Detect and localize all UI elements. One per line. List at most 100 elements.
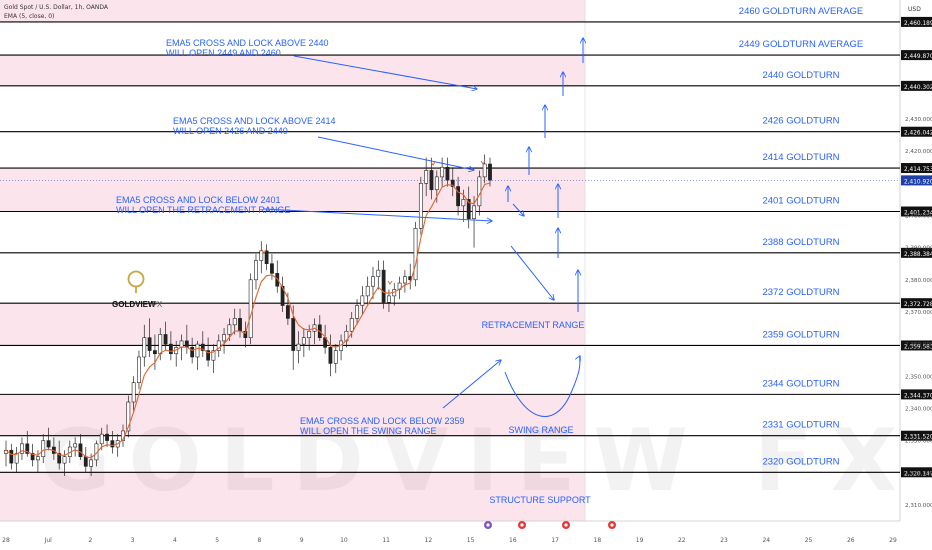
candle-body bbox=[163, 334, 168, 345]
price-badge-bg bbox=[901, 16, 932, 27]
candle-68 bbox=[365, 276, 370, 306]
price-badge-2: 2,440.302 bbox=[901, 80, 932, 91]
event-icon-dot bbox=[486, 523, 490, 527]
high-marker bbox=[387, 280, 393, 285]
price-badge-bg bbox=[901, 50, 932, 61]
zone-label-0: RETRACEMENT RANGE bbox=[482, 320, 585, 330]
candle-11 bbox=[62, 450, 67, 476]
candle-body bbox=[381, 269, 386, 303]
level-label: 2460 GOLDTURN AVERAGE bbox=[739, 6, 863, 17]
x-tick-label: Jul bbox=[44, 537, 53, 544]
candle-body bbox=[328, 347, 333, 364]
candle-46 bbox=[248, 273, 253, 345]
event-icon-1 bbox=[518, 521, 526, 529]
price-badge-9: 2,344.370 bbox=[901, 389, 932, 400]
candle-body bbox=[216, 340, 221, 351]
zone-label-2: STRUCTURE SUPPORT bbox=[489, 495, 591, 505]
current-price-badge-bg bbox=[901, 175, 932, 186]
pink-zone-1 bbox=[0, 55, 585, 86]
logo-mark bbox=[127, 270, 145, 288]
candle-75 bbox=[403, 270, 407, 293]
event-icon-0 bbox=[484, 521, 492, 529]
candle-41 bbox=[222, 328, 226, 354]
candle-body bbox=[211, 350, 216, 361]
candle-73 bbox=[392, 283, 397, 306]
x-tick-label: 9 bbox=[300, 537, 304, 544]
x-tick-label: 4 bbox=[173, 537, 177, 544]
candle-body bbox=[349, 318, 354, 332]
x-tick-label: 23 bbox=[720, 537, 728, 544]
high-marker bbox=[480, 160, 486, 165]
candle-13 bbox=[73, 437, 78, 457]
candle-14 bbox=[78, 434, 83, 460]
x-tick-label: 19 bbox=[636, 537, 644, 544]
symbol-line: Gold Spot / U.S. Dollar, 1h, OANDA bbox=[4, 4, 108, 11]
candle-31 bbox=[168, 331, 173, 361]
y-tick-label: 2,360.000 bbox=[905, 342, 932, 348]
ema-line bbox=[5, 182, 491, 459]
candle-body bbox=[131, 382, 136, 403]
candle-88 bbox=[472, 196, 476, 248]
candle-body bbox=[25, 443, 30, 454]
candle-body bbox=[333, 350, 338, 364]
annotation-text-3: WILL OPEN THE SWING RANGE bbox=[300, 426, 437, 436]
annotation-text-1: EMA5 CROSS AND LOCK ABOVE 2414 bbox=[173, 116, 336, 126]
y-tick-label: 2,350.000 bbox=[905, 374, 932, 380]
candle-40 bbox=[216, 334, 221, 357]
y-tick-label: 2,430.000 bbox=[905, 117, 932, 123]
arrow-annotation-2440 bbox=[293, 55, 477, 89]
y-tick-label: 2,380.000 bbox=[905, 278, 932, 284]
candle-body bbox=[168, 343, 173, 355]
event-icon-3 bbox=[608, 521, 616, 529]
x-tick-label: 25 bbox=[805, 537, 813, 544]
price-badge-1: 2,449.870 bbox=[901, 50, 932, 61]
price-badge-bg bbox=[901, 206, 932, 217]
candle-1 bbox=[9, 443, 14, 470]
candle-71 bbox=[381, 260, 386, 309]
candle-body bbox=[14, 453, 19, 464]
chart-legend: Gold Spot / U.S. Dollar, 1h, OANDA EMA (… bbox=[4, 3, 108, 21]
indicator-line: EMA (5, close, 0) bbox=[4, 13, 55, 20]
price-badge-text: 2,388.384 bbox=[904, 252, 932, 258]
candle-84 bbox=[450, 167, 455, 197]
current-price-badge-text: 2,410.920 bbox=[904, 179, 932, 185]
x-tick-label: 17 bbox=[551, 537, 559, 544]
x-tick-label: 2 bbox=[89, 537, 93, 544]
candle-body bbox=[445, 166, 450, 181]
candle-body bbox=[158, 334, 163, 355]
candle-43 bbox=[232, 308, 237, 335]
annotation-text-3: EMA5 CROSS AND LOCK BELOW 2359 bbox=[300, 416, 465, 426]
candle-79 bbox=[424, 157, 429, 197]
price-badge-text: 2,414.753 bbox=[904, 167, 932, 173]
candle-body bbox=[440, 166, 445, 178]
price-badge-bg bbox=[901, 126, 932, 137]
candle-body bbox=[78, 443, 83, 457]
candle-85 bbox=[456, 176, 460, 216]
price-badge-text: 2,331.520 bbox=[904, 435, 932, 441]
candle-body bbox=[62, 456, 67, 464]
level-label: 2414 GOLDTURN bbox=[762, 152, 839, 163]
level-label: 2331 GOLDTURN bbox=[762, 420, 839, 431]
level-label: 2320 GOLDTURN bbox=[762, 456, 839, 467]
candle-body bbox=[434, 176, 439, 191]
candle-body bbox=[461, 199, 466, 207]
candle-4 bbox=[25, 430, 30, 457]
price-badge-bg bbox=[901, 163, 932, 174]
candle-83 bbox=[445, 157, 450, 187]
price-badge-bg bbox=[901, 80, 932, 91]
candle-body bbox=[418, 183, 423, 229]
x-tick-label: 10 bbox=[340, 537, 348, 544]
candle-87 bbox=[466, 186, 471, 229]
event-icon-dot bbox=[610, 523, 614, 527]
x-tick-label: 24 bbox=[762, 537, 770, 544]
event-icon-2 bbox=[562, 521, 570, 529]
candle-body bbox=[296, 343, 301, 351]
candle-57 bbox=[307, 324, 312, 351]
candle-body bbox=[472, 205, 476, 219]
price-badge-text: 2,426.042 bbox=[904, 131, 932, 137]
x-tick-label: 8 bbox=[258, 537, 262, 544]
candle-37 bbox=[200, 331, 205, 357]
logo-text-main: GOLDVIEW bbox=[112, 300, 156, 309]
candle-0 bbox=[4, 440, 8, 467]
